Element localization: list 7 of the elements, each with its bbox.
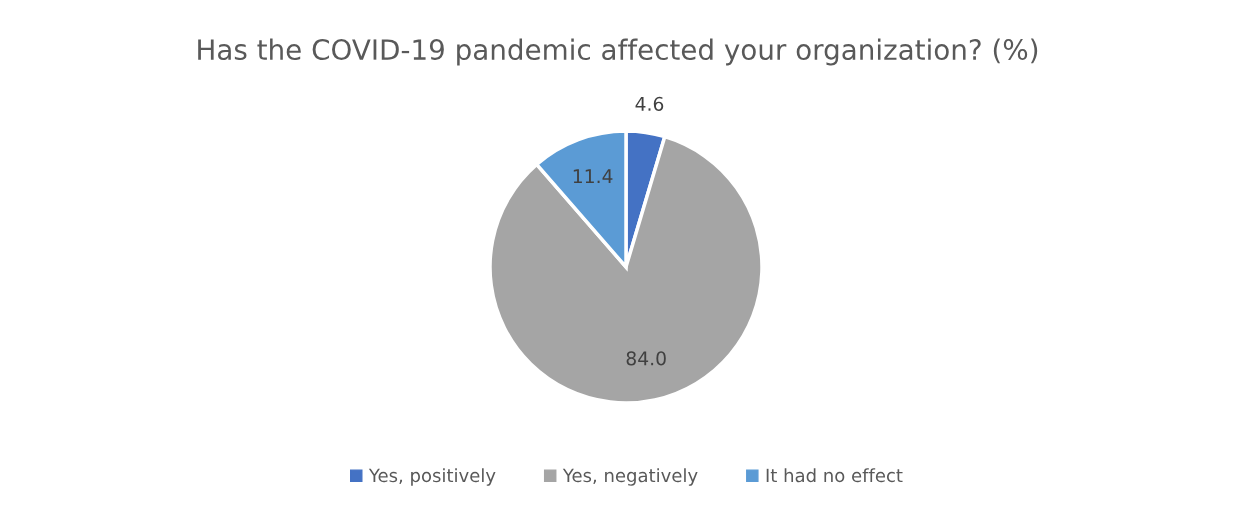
data-label: 4.6 [635, 96, 664, 111]
legend-label: Yes, positively [368, 468, 496, 486]
data-label: 11.4 [573, 169, 613, 184]
data-label: 84.0 [626, 351, 666, 366]
legend-label: It had no effect [766, 468, 903, 483]
legend-label: Yes, negatively [562, 468, 698, 486]
chart-title: Has the COVID-19 pandemic affected your organization? (%) [198, 38, 1038, 66]
